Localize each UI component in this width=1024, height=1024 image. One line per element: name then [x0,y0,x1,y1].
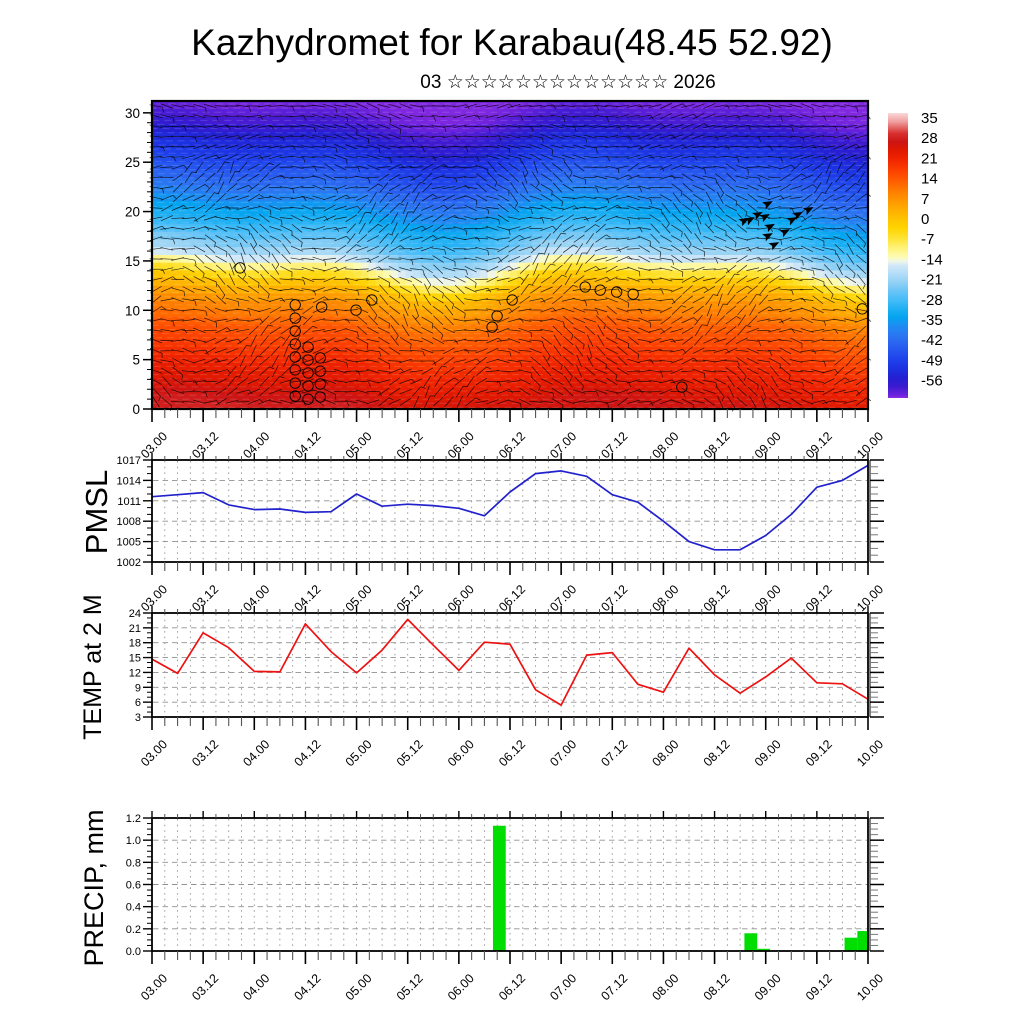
series-PMSL [151,464,869,551]
series-TEMP at 2 M [151,618,869,706]
calm-circles [234,262,868,405]
precip-bar [492,825,506,951]
main-heatmap [152,101,869,410]
page-title: Kazhydromet for Karabau(48.45 52.92) [191,22,833,63]
wind-barb-texture [149,102,872,412]
precip-bar [844,937,858,951]
precip-bar [757,948,770,951]
precip-bar [744,933,758,951]
precip-panel: 0.00.20.40.60.81.01.203.00 03.12 04.00 04.1… [126,811,886,1003]
precip-bar [857,931,868,951]
wind-arrow-cluster [738,201,814,251]
date-line: 03 ☆☆☆☆☆☆☆☆☆☆☆☆☆ 2026 [420,72,716,93]
